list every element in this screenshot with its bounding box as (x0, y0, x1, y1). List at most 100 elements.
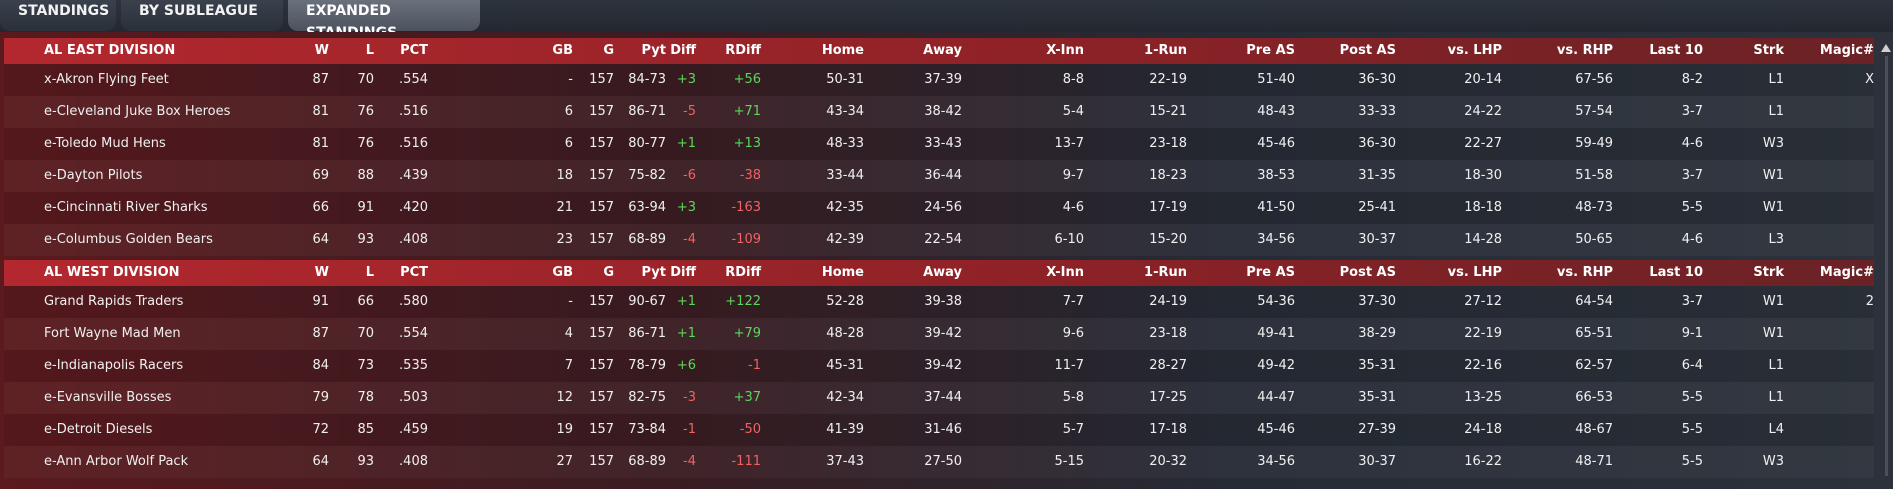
column-header-away[interactable]: Away (923, 43, 962, 58)
cell-home: 42-35 (826, 200, 864, 215)
column-header-last-10[interactable]: Last 10 (1649, 265, 1703, 280)
column-header-rdiff[interactable]: RDiff (725, 265, 761, 280)
column-header-pyt[interactable]: Pyt (641, 265, 666, 280)
team-name[interactable]: Grand Rapids Traders (44, 294, 184, 309)
team-name[interactable]: e-Toledo Mud Hens (44, 136, 166, 151)
cell-pyt: 63-94 (628, 200, 666, 215)
cell-diff: -4 (683, 454, 696, 469)
team-name[interactable]: e-Columbus Golden Bears (44, 232, 213, 247)
tab-by-subleague[interactable]: BY SUBLEAGUE (121, 0, 283, 31)
column-header-post-as[interactable]: Post AS (1339, 265, 1396, 280)
team-name[interactable]: e-Cincinnati River Sharks (44, 200, 208, 215)
scroll-up-arrow-icon[interactable] (1881, 44, 1891, 52)
column-header-pre-as[interactable]: Pre AS (1246, 265, 1295, 280)
column-header-pct[interactable]: PCT (400, 43, 428, 58)
column-header-w[interactable]: W (314, 43, 329, 58)
column-header-pre-as[interactable]: Pre AS (1246, 43, 1295, 58)
cell-1-run: 24-19 (1149, 294, 1187, 309)
column-header-vs-rhp[interactable]: vs. RHP (1556, 43, 1613, 58)
cell-away: 33-43 (924, 136, 962, 151)
team-row[interactable]: e-Detroit Diesels 72 85 .459 19 157 73-84 -1 -50… (4, 414, 1874, 446)
vertical-scrollbar[interactable] (1879, 44, 1893, 484)
column-header-g[interactable]: G (603, 265, 614, 280)
cell-x-inn: 8-8 (1062, 72, 1084, 87)
team-row[interactable]: e-Dayton Pilots 69 88 .439 18 157 75-82 -6 -38 33… (4, 160, 1874, 192)
cell-pct: .535 (399, 358, 428, 373)
cell-1-run: 17-18 (1149, 422, 1187, 437)
cell-away: 22-54 (924, 232, 962, 247)
column-header-pct[interactable]: PCT (400, 265, 428, 280)
cell-g: 157 (589, 104, 614, 119)
cell-pre-as: 45-46 (1257, 136, 1295, 151)
column-header-g[interactable]: G (603, 43, 614, 58)
column-header-post-as[interactable]: Post AS (1339, 43, 1396, 58)
tab-standings[interactable]: STANDINGS (0, 0, 116, 31)
cell-strk: L1 (1768, 358, 1784, 373)
column-header-vs-lhp[interactable]: vs. LHP (1447, 265, 1502, 280)
cell-w: 64 (312, 454, 329, 469)
column-header-gb[interactable]: GB (552, 43, 573, 58)
cell-x-inn: 7-7 (1062, 294, 1084, 309)
column-header-diff[interactable]: Diff (670, 43, 696, 58)
team-name[interactable]: e-Detroit Diesels (44, 422, 153, 437)
column-header-vs-lhp[interactable]: vs. LHP (1447, 43, 1502, 58)
team-row[interactable]: Fort Wayne Mad Men 87 70 .554 4 157 86-71 +1 +79… (4, 318, 1874, 350)
column-header-home[interactable]: Home (821, 43, 864, 58)
cell-away: 38-42 (924, 104, 962, 119)
team-row[interactable]: e-Cleveland Juke Box Heroes 81 76 .516 6 157 8… (4, 96, 1874, 128)
cell-l: 66 (357, 294, 374, 309)
scroll-track[interactable] (1885, 56, 1888, 476)
cell-w: 72 (312, 422, 329, 437)
cell-post-as: 37-30 (1358, 294, 1396, 309)
column-header-vs-rhp[interactable]: vs. RHP (1556, 265, 1613, 280)
cell-l: 78 (357, 390, 374, 405)
cell-last-10: 5-5 (1681, 422, 1703, 437)
column-header-x-inn[interactable]: X-Inn (1046, 43, 1084, 58)
tab-expanded-standings[interactable]: EXPANDED STANDINGS (288, 0, 480, 41)
team-name[interactable]: Fort Wayne Mad Men (44, 326, 181, 341)
cell-x-inn: 5-7 (1062, 422, 1084, 437)
cell-magic-: X (1865, 72, 1874, 87)
team-row[interactable]: e-Columbus Golden Bears 64 93 .408 23 157 68-8… (4, 224, 1874, 256)
column-header-magic-[interactable]: Magic# (1819, 265, 1874, 280)
team-row[interactable]: e-Toledo Mud Hens 81 76 .516 6 157 80-77 +1 +13 4… (4, 128, 1874, 160)
cell-w: 84 (312, 358, 329, 373)
cell-gb: 6 (564, 136, 573, 151)
column-header-last-10[interactable]: Last 10 (1649, 43, 1703, 58)
column-header-home[interactable]: Home (821, 265, 864, 280)
cell-w: 87 (312, 72, 329, 87)
cell-vs-lhp: 16-22 (1464, 454, 1502, 469)
column-header-1-run[interactable]: 1-Run (1144, 265, 1187, 280)
column-header-x-inn[interactable]: X-Inn (1046, 265, 1084, 280)
cell-vs-rhp: 48-71 (1575, 454, 1613, 469)
column-header-strk[interactable]: Strk (1753, 43, 1784, 58)
column-header-l[interactable]: L (365, 265, 374, 280)
column-header-away[interactable]: Away (923, 265, 962, 280)
column-header-l[interactable]: L (365, 43, 374, 58)
team-name[interactable]: e-Cleveland Juke Box Heroes (44, 104, 231, 119)
cell-strk: W1 (1762, 200, 1784, 215)
column-header-pyt[interactable]: Pyt (641, 43, 666, 58)
team-row[interactable]: e-Indianapolis Racers 84 73 .535 7 157 78-79 +6… (4, 350, 1874, 382)
team-name[interactable]: e-Dayton Pilots (44, 168, 143, 183)
column-header-diff[interactable]: Diff (670, 265, 696, 280)
team-row[interactable]: e-Cincinnati River Sharks 66 91 .420 21 157 63… (4, 192, 1874, 224)
column-header-rdiff[interactable]: RDiff (725, 43, 761, 58)
column-header-1-run[interactable]: 1-Run (1144, 43, 1187, 58)
column-header-w[interactable]: W (314, 265, 329, 280)
team-row[interactable]: x-Akron Flying Feet 87 70 .554 - 157 84-73 +3 +5… (4, 64, 1874, 96)
team-name[interactable]: x-Akron Flying Feet (44, 72, 169, 87)
team-row[interactable]: Grand Rapids Traders 91 66 .580 - 157 90-67 +1 +… (4, 286, 1874, 318)
column-header-magic-[interactable]: Magic# (1819, 43, 1874, 58)
team-name[interactable]: e-Ann Arbor Wolf Pack (44, 454, 189, 469)
column-header-strk[interactable]: Strk (1753, 265, 1784, 280)
cell-vs-rhp: 59-49 (1575, 136, 1613, 151)
team-name[interactable]: e-Indianapolis Racers (44, 358, 184, 373)
cell-vs-lhp: 22-19 (1464, 326, 1502, 341)
team-row[interactable]: e-Ann Arbor Wolf Pack 64 93 .408 27 157 68-89 -… (4, 446, 1874, 478)
team-name[interactable]: e-Evansville Bosses (44, 390, 172, 405)
column-header-gb[interactable]: GB (552, 265, 573, 280)
team-row[interactable]: e-Evansville Bosses 79 78 .503 12 157 82-75 -3 +… (4, 382, 1874, 414)
cell-last-10: 9-1 (1681, 326, 1703, 341)
cell-1-run: 23-18 (1149, 136, 1187, 151)
